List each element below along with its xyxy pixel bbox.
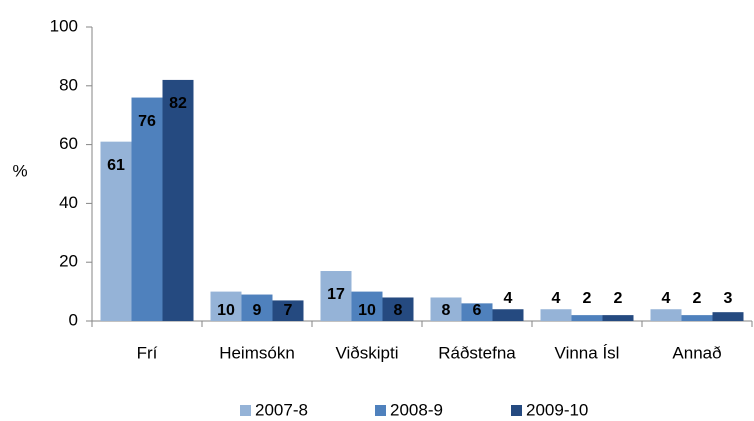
bar <box>492 309 524 321</box>
bar <box>571 315 603 321</box>
bar <box>210 291 242 321</box>
value-label: 4 <box>504 290 513 307</box>
bar <box>100 141 132 321</box>
legend-swatch <box>240 405 251 416</box>
value-label: 82 <box>169 95 187 112</box>
value-label: 2 <box>583 290 592 307</box>
value-label: 4 <box>662 290 671 307</box>
bar <box>681 315 713 321</box>
bar <box>272 300 304 321</box>
y-tick-label: 80 <box>59 75 78 94</box>
value-label: 2 <box>614 290 623 307</box>
bar <box>131 97 163 321</box>
x-tick-label: Frí <box>137 343 158 362</box>
y-axis-label: % <box>12 161 27 180</box>
y-tick-label: 40 <box>59 193 78 212</box>
bar <box>602 315 634 321</box>
value-label: 10 <box>358 302 376 319</box>
value-label: 10 <box>217 302 235 319</box>
bar <box>650 309 682 321</box>
value-label: 6 <box>473 302 482 319</box>
bar <box>351 291 383 321</box>
y-tick-label: 20 <box>59 252 78 271</box>
legend-label: 2007-8 <box>255 400 308 419</box>
legend-swatch <box>375 405 386 416</box>
y-tick-label: 60 <box>59 134 78 153</box>
legend-label: 2009-10 <box>526 400 588 419</box>
value-label: 3 <box>724 290 733 307</box>
value-label: 76 <box>138 113 156 130</box>
bar <box>430 297 462 321</box>
value-label: 4 <box>552 290 561 307</box>
value-label: 8 <box>394 302 403 319</box>
x-tick-label: Ráðstefna <box>438 343 516 362</box>
value-label: 61 <box>107 157 125 174</box>
y-tick-label: 0 <box>69 310 78 329</box>
bar <box>320 271 352 321</box>
value-label: 9 <box>253 302 262 319</box>
bar <box>162 79 194 321</box>
bar <box>382 297 414 321</box>
value-label: 8 <box>442 302 451 319</box>
y-tick-label: 100 <box>50 16 78 35</box>
x-tick-label: Viðskipti <box>336 343 399 362</box>
bar <box>461 303 493 321</box>
legend-label: 2008-9 <box>390 400 443 419</box>
value-label: 17 <box>327 286 345 303</box>
bar <box>241 294 273 321</box>
x-tick-label: Annað <box>672 343 721 362</box>
value-label: 7 <box>284 302 293 319</box>
bar <box>540 309 572 321</box>
x-tick-label: Heimsókn <box>219 343 295 362</box>
legend-swatch <box>511 405 522 416</box>
bar <box>712 312 744 321</box>
x-tick-label: Vinna Ísl <box>555 343 620 362</box>
value-label: 2 <box>693 290 702 307</box>
